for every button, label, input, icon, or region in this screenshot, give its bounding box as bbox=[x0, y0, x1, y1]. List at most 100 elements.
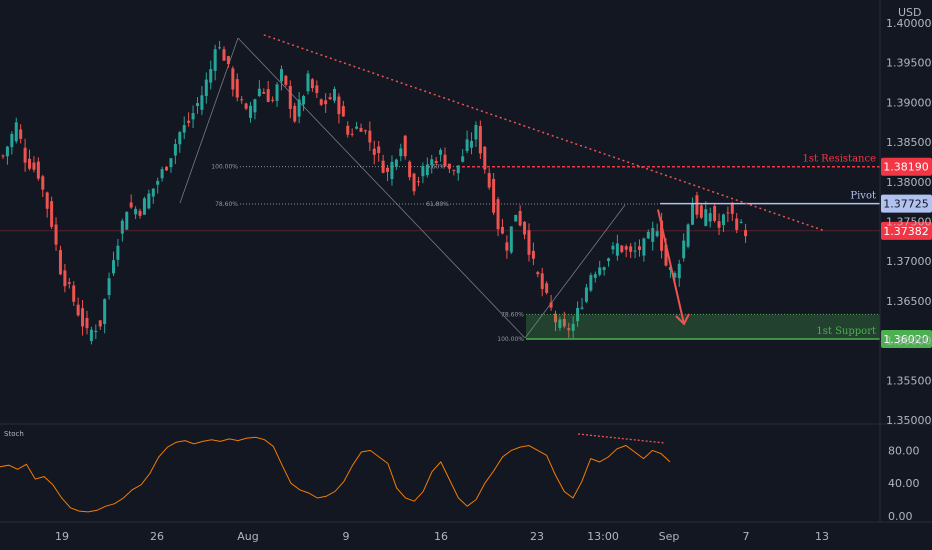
candle-body[interactable] bbox=[593, 274, 597, 278]
candle-body[interactable] bbox=[67, 282, 71, 284]
candle-body[interactable] bbox=[368, 130, 372, 143]
candle-body[interactable] bbox=[120, 220, 124, 234]
candle-body[interactable] bbox=[160, 169, 164, 179]
candle-body[interactable] bbox=[209, 69, 213, 83]
candle-body[interactable] bbox=[98, 320, 102, 327]
candle-body[interactable] bbox=[355, 126, 359, 129]
candle-body[interactable] bbox=[204, 79, 208, 97]
candle-body[interactable] bbox=[394, 159, 398, 167]
candle-body[interactable] bbox=[487, 173, 491, 188]
candle-body[interactable] bbox=[178, 132, 182, 145]
candle-body[interactable] bbox=[76, 304, 80, 316]
candle-body[interactable] bbox=[41, 176, 45, 190]
candle-body[interactable] bbox=[169, 158, 173, 168]
candle-body[interactable] bbox=[699, 205, 703, 218]
time-axis[interactable]: 19 26 Aug 9 16 23 13:00 Sep 7 13 bbox=[0, 521, 932, 543]
candle-body[interactable] bbox=[390, 161, 394, 179]
candle-body[interactable] bbox=[288, 85, 292, 109]
candle-body[interactable] bbox=[509, 226, 513, 253]
candle-body[interactable] bbox=[266, 89, 270, 102]
candle-body[interactable] bbox=[134, 208, 138, 215]
candle-body[interactable] bbox=[584, 287, 588, 302]
candle-body[interactable] bbox=[500, 226, 504, 234]
candle-body[interactable] bbox=[408, 161, 412, 178]
candle-body[interactable] bbox=[173, 144, 177, 156]
candle-body[interactable] bbox=[240, 99, 244, 101]
candle-body[interactable] bbox=[319, 99, 323, 105]
candle-body[interactable] bbox=[549, 302, 553, 308]
candle-body[interactable] bbox=[531, 250, 535, 259]
candle-body[interactable] bbox=[598, 267, 602, 275]
candle-body[interactable] bbox=[447, 163, 451, 169]
candle-body[interactable] bbox=[642, 238, 646, 256]
candle-body[interactable] bbox=[297, 99, 301, 117]
candle-body[interactable] bbox=[730, 203, 734, 214]
candle-body[interactable] bbox=[63, 270, 67, 287]
candle-body[interactable] bbox=[350, 133, 354, 135]
candle-body[interactable] bbox=[328, 97, 332, 100]
candle-body[interactable] bbox=[545, 283, 549, 293]
candle-body[interactable] bbox=[10, 133, 14, 148]
candle-body[interactable] bbox=[23, 147, 27, 163]
candle-body[interactable] bbox=[412, 173, 416, 192]
candle-body[interactable] bbox=[50, 201, 54, 227]
candle-body[interactable] bbox=[624, 246, 628, 250]
candle-body[interactable] bbox=[324, 100, 328, 105]
candle-body[interactable] bbox=[5, 146, 9, 157]
candle-body[interactable] bbox=[651, 228, 655, 242]
candle-body[interactable] bbox=[620, 245, 624, 253]
price-axis[interactable]: USD 1.40000 1.39500 1.39000 1.38500 1.38000 1… bbox=[879, 0, 932, 522]
candle-body[interactable] bbox=[589, 275, 593, 291]
candle-body[interactable] bbox=[187, 120, 191, 123]
candle-body[interactable] bbox=[386, 167, 390, 172]
candle-body[interactable] bbox=[381, 160, 385, 173]
candle-body[interactable] bbox=[191, 113, 195, 120]
candle-body[interactable] bbox=[708, 213, 712, 222]
candle-body[interactable] bbox=[744, 229, 748, 237]
candle-body[interactable] bbox=[695, 195, 699, 215]
candle-body[interactable] bbox=[452, 169, 456, 171]
candle-body[interactable] bbox=[439, 150, 443, 155]
candle-body[interactable] bbox=[14, 122, 18, 142]
candle-body[interactable] bbox=[686, 224, 690, 247]
candle-body[interactable] bbox=[244, 103, 248, 109]
candle-body[interactable] bbox=[660, 220, 664, 251]
candle-body[interactable] bbox=[567, 328, 571, 331]
candle-body[interactable] bbox=[664, 244, 668, 266]
candle-body[interactable] bbox=[310, 79, 314, 89]
candle-body[interactable] bbox=[655, 231, 659, 237]
candle-body[interactable] bbox=[673, 273, 677, 278]
candle-body[interactable] bbox=[677, 263, 681, 279]
candle-body[interactable] bbox=[629, 246, 633, 252]
candle-body[interactable] bbox=[249, 105, 253, 118]
candle-body[interactable] bbox=[275, 84, 279, 101]
candle-body[interactable] bbox=[403, 135, 407, 157]
candle-body[interactable] bbox=[89, 329, 93, 342]
candle-body[interactable] bbox=[116, 245, 120, 260]
candle-body[interactable] bbox=[337, 96, 341, 115]
candle-body[interactable] bbox=[602, 267, 606, 271]
candle-body[interactable] bbox=[518, 211, 522, 226]
candle-body[interactable] bbox=[72, 285, 76, 302]
candle-body[interactable] bbox=[302, 96, 306, 105]
candle-body[interactable] bbox=[536, 272, 540, 275]
candle-body[interactable] bbox=[235, 79, 239, 98]
candle-body[interactable] bbox=[231, 68, 235, 90]
candle-body[interactable] bbox=[165, 166, 169, 171]
candle-body[interactable] bbox=[28, 158, 32, 169]
candle-body[interactable] bbox=[85, 317, 89, 329]
candle-body[interactable] bbox=[611, 245, 615, 250]
candle-body[interactable] bbox=[45, 192, 49, 209]
candle-body[interactable] bbox=[704, 209, 708, 226]
candle-body[interactable] bbox=[505, 242, 509, 251]
candle-body[interactable] bbox=[306, 73, 310, 92]
candle-body[interactable] bbox=[142, 198, 146, 215]
candle-body[interactable] bbox=[257, 88, 261, 97]
candle-body[interactable] bbox=[315, 85, 319, 93]
candle-body[interactable] bbox=[195, 103, 199, 106]
candle-body[interactable] bbox=[421, 165, 425, 177]
candle-body[interactable] bbox=[540, 273, 544, 289]
candle-body[interactable] bbox=[580, 307, 584, 309]
candle-body[interactable] bbox=[483, 146, 487, 170]
